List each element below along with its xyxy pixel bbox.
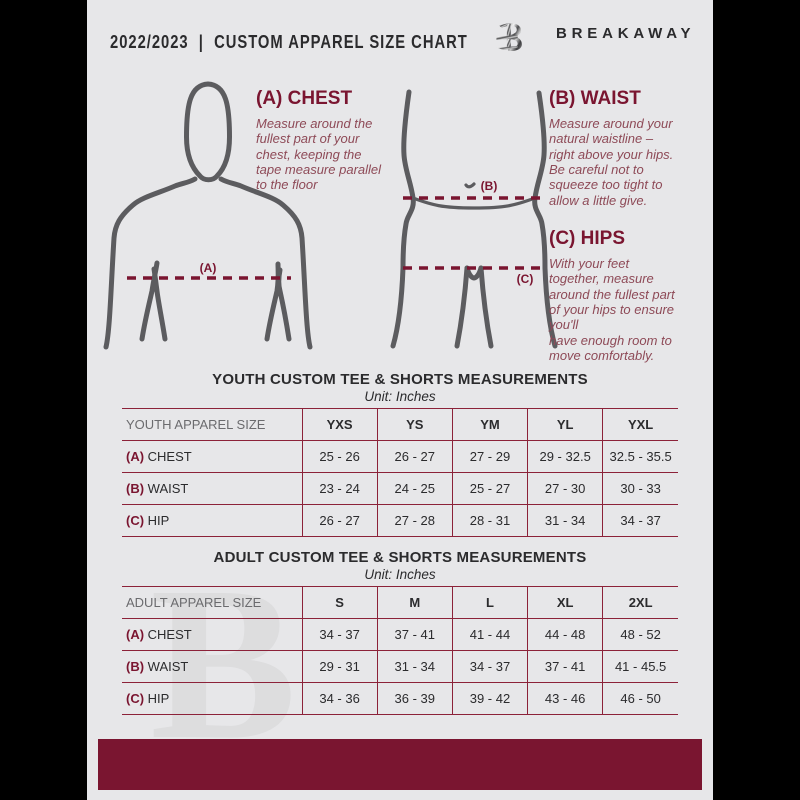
svg-text:(A): (A) — [200, 261, 217, 275]
svg-text:(C): (C) — [517, 272, 534, 286]
svg-text:(B): (B) — [481, 179, 498, 193]
